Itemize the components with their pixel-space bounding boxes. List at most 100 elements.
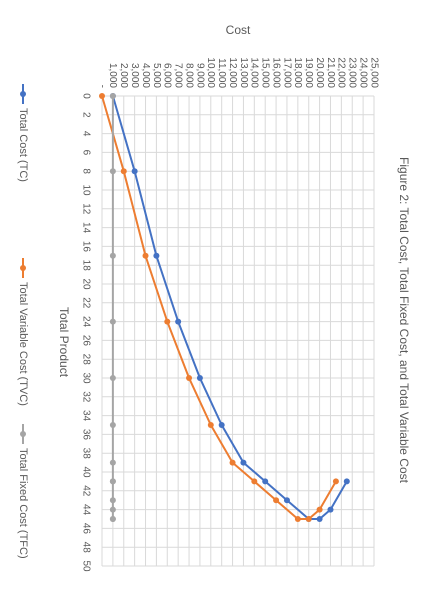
x-tick-label: 16 bbox=[80, 241, 91, 253]
x-tick-label: 20 bbox=[80, 278, 91, 290]
y-axis-ticks: -1,000 2,000 3,000 4,000 5,000 6,000 7,000 8,00… bbox=[96, 57, 379, 88]
y-tick-label: 25,000 bbox=[368, 57, 379, 88]
data-point bbox=[99, 93, 105, 99]
y-tick-label: 14,000 bbox=[249, 57, 260, 88]
data-point bbox=[262, 478, 269, 485]
series-layer bbox=[99, 93, 350, 522]
x-tick-label: 0 bbox=[80, 93, 91, 99]
data-point bbox=[109, 168, 116, 175]
data-point bbox=[294, 516, 301, 522]
y-tick-label: 22,000 bbox=[336, 57, 347, 88]
data-point bbox=[109, 478, 116, 485]
x-tick-label: 46 bbox=[80, 523, 91, 535]
y-tick-label: 18,000 bbox=[292, 57, 303, 88]
data-point bbox=[332, 478, 339, 485]
data-point bbox=[229, 459, 236, 466]
x-tick-label: 42 bbox=[80, 485, 91, 497]
legend-marker bbox=[20, 91, 26, 97]
gridlines bbox=[101, 95, 375, 567]
data-point bbox=[109, 497, 116, 504]
x-tick-label: 22 bbox=[80, 297, 91, 309]
data-point bbox=[196, 375, 203, 381]
y-tick-label: 10,000 bbox=[205, 57, 216, 88]
data-point bbox=[343, 478, 350, 485]
data-point bbox=[109, 252, 116, 259]
data-point bbox=[273, 497, 280, 504]
y-tick-label: 3,000 bbox=[129, 63, 140, 88]
legend: Total Cost (TC) Total Variable Cost (TVC)… bbox=[17, 84, 29, 559]
data-point bbox=[109, 516, 116, 522]
y-tick-label: 20,000 bbox=[314, 57, 325, 88]
data-point bbox=[109, 375, 116, 381]
y-tick-label: 12,000 bbox=[227, 57, 238, 88]
data-point bbox=[305, 516, 312, 522]
legend-item: Total Cost (TC) bbox=[17, 84, 29, 182]
plot-background bbox=[102, 96, 374, 566]
y-tick-label: 23,000 bbox=[347, 57, 358, 88]
y-tick-label: 8,000 bbox=[183, 63, 194, 88]
x-tick-label: 18 bbox=[80, 260, 91, 272]
x-tick-label: 32 bbox=[80, 391, 91, 403]
legend-label: Total Fixed Cost (TFC) bbox=[17, 448, 29, 559]
y-tick-label: 7,000 bbox=[173, 63, 184, 88]
y-tick-label: 1,000 bbox=[107, 63, 118, 88]
data-point bbox=[109, 93, 116, 99]
y-tick-label: 24,000 bbox=[357, 57, 368, 88]
x-tick-label: 8 bbox=[80, 168, 91, 174]
x-tick-label: 38 bbox=[80, 448, 91, 460]
series-total-fixed-cost-tfc bbox=[109, 93, 116, 522]
data-point bbox=[153, 252, 160, 259]
x-tick-label: 50 bbox=[80, 560, 91, 572]
data-point bbox=[186, 375, 193, 381]
y-tick-label: - bbox=[96, 85, 107, 88]
x-tick-label: 40 bbox=[80, 466, 91, 478]
data-point bbox=[327, 506, 334, 513]
data-point bbox=[109, 459, 116, 466]
data-point bbox=[251, 478, 258, 485]
y-tick-label: 9,000 bbox=[194, 63, 205, 88]
y-tick-label: 13,000 bbox=[238, 57, 249, 88]
x-tick-label: 24 bbox=[80, 316, 91, 328]
data-point bbox=[218, 422, 225, 428]
x-tick-label: 4 bbox=[80, 131, 91, 137]
data-point bbox=[283, 497, 290, 504]
y-axis-title: Cost bbox=[226, 23, 251, 37]
legend-marker bbox=[20, 431, 26, 437]
data-point bbox=[316, 516, 323, 522]
data-point bbox=[109, 422, 116, 428]
series-total-variable-cost-tvc bbox=[99, 93, 339, 522]
legend-label: Total Cost (TC) bbox=[17, 108, 29, 182]
y-tick-label: 2,000 bbox=[118, 63, 129, 88]
chart-title: Figure 2: Total Cost, Total Fixed Cost, … bbox=[397, 157, 411, 484]
y-tick-label: 19,000 bbox=[303, 57, 314, 88]
data-point bbox=[164, 318, 171, 325]
data-point bbox=[175, 318, 182, 325]
x-tick-label: 30 bbox=[80, 372, 91, 384]
legend-label: Total Variable Cost (TVC) bbox=[17, 282, 29, 406]
data-point bbox=[207, 422, 214, 428]
data-point bbox=[316, 506, 323, 513]
x-tick-label: 2 bbox=[80, 112, 91, 118]
y-tick-label: 11,000 bbox=[216, 58, 227, 88]
legend-item: Total Variable Cost (TVC) bbox=[17, 258, 29, 406]
data-point bbox=[120, 168, 127, 175]
data-point bbox=[109, 318, 116, 325]
y-tick-label: 16,000 bbox=[270, 57, 281, 88]
data-point bbox=[142, 252, 149, 259]
y-tick-label: 5,000 bbox=[151, 63, 162, 88]
y-tick-label: 4,000 bbox=[140, 63, 151, 88]
x-tick-label: 44 bbox=[80, 504, 91, 516]
data-point bbox=[131, 168, 138, 175]
x-axis-ticks: 0246810121416182022242628303234363840424… bbox=[80, 93, 91, 572]
x-axis-title: Total Product bbox=[57, 307, 71, 378]
y-tick-label: 6,000 bbox=[162, 63, 173, 88]
y-tick-label: 21,000 bbox=[325, 57, 336, 88]
x-tick-label: 34 bbox=[80, 410, 91, 422]
x-tick-label: 26 bbox=[80, 335, 91, 347]
x-tick-label: 10 bbox=[80, 184, 91, 196]
x-tick-label: 12 bbox=[80, 203, 91, 215]
x-tick-label: 28 bbox=[80, 354, 91, 366]
y-tick-label: 15,000 bbox=[260, 57, 271, 88]
y-tick-label: 17,000 bbox=[281, 57, 292, 88]
